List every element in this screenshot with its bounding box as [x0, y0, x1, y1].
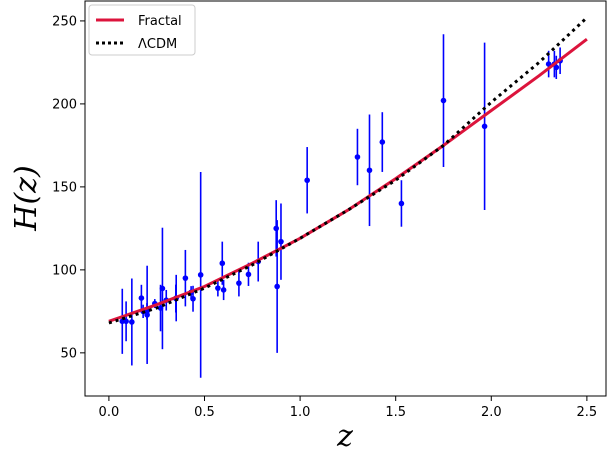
data-point	[182, 275, 189, 281]
data-point	[278, 238, 284, 245]
data-point	[219, 260, 226, 267]
data-point	[440, 97, 447, 104]
data-point	[379, 139, 386, 145]
data-point	[215, 285, 221, 291]
data-point	[157, 305, 164, 311]
legend: Fractal ΛCDM	[88, 4, 196, 56]
x-tick-label: 2.0	[481, 405, 502, 420]
y-tick-label: 200	[52, 97, 77, 112]
x-axis: 0.0 0.5 1.0 1.5 2.0 2.5	[99, 396, 598, 420]
x-tick-label: 0.0	[99, 405, 120, 420]
data-point	[197, 272, 204, 278]
data-point	[274, 283, 280, 290]
y-axis: 50 100 150 200 250	[52, 14, 85, 361]
y-tick-label: 150	[52, 180, 77, 195]
y-tick-label: 50	[60, 346, 77, 361]
y-axis-title: H(z)	[9, 165, 44, 231]
x-tick-label: 1.0	[290, 405, 311, 420]
data-point	[144, 312, 150, 318]
data-point	[129, 319, 135, 325]
x-axis-title: z	[336, 419, 353, 454]
data-point	[245, 271, 252, 278]
legend-label-lcdm: ΛCDM	[138, 37, 177, 52]
data-point	[273, 225, 279, 232]
data-point	[481, 123, 488, 130]
data-point	[354, 154, 361, 160]
plot-frame	[84, 0, 607, 397]
data-point	[138, 295, 145, 301]
data-point	[236, 280, 242, 286]
data-point	[398, 200, 405, 207]
x-tick-label: 2.5	[577, 405, 598, 420]
x-tick-label: 0.5	[194, 405, 215, 420]
legend-label-fractal: Fractal	[138, 14, 182, 29]
data-point	[159, 285, 166, 292]
data-point	[366, 167, 373, 174]
data-point	[220, 287, 227, 293]
data-point	[304, 177, 310, 184]
fractal-line	[108, 38, 588, 323]
data-point	[190, 295, 196, 302]
x-tick-label: 1.5	[385, 405, 406, 420]
y-tick-label: 100	[52, 263, 77, 278]
lcdm-line	[108, 16, 588, 325]
data-point	[123, 318, 129, 325]
y-tick-label: 250	[52, 14, 77, 29]
data-point	[553, 64, 560, 71]
